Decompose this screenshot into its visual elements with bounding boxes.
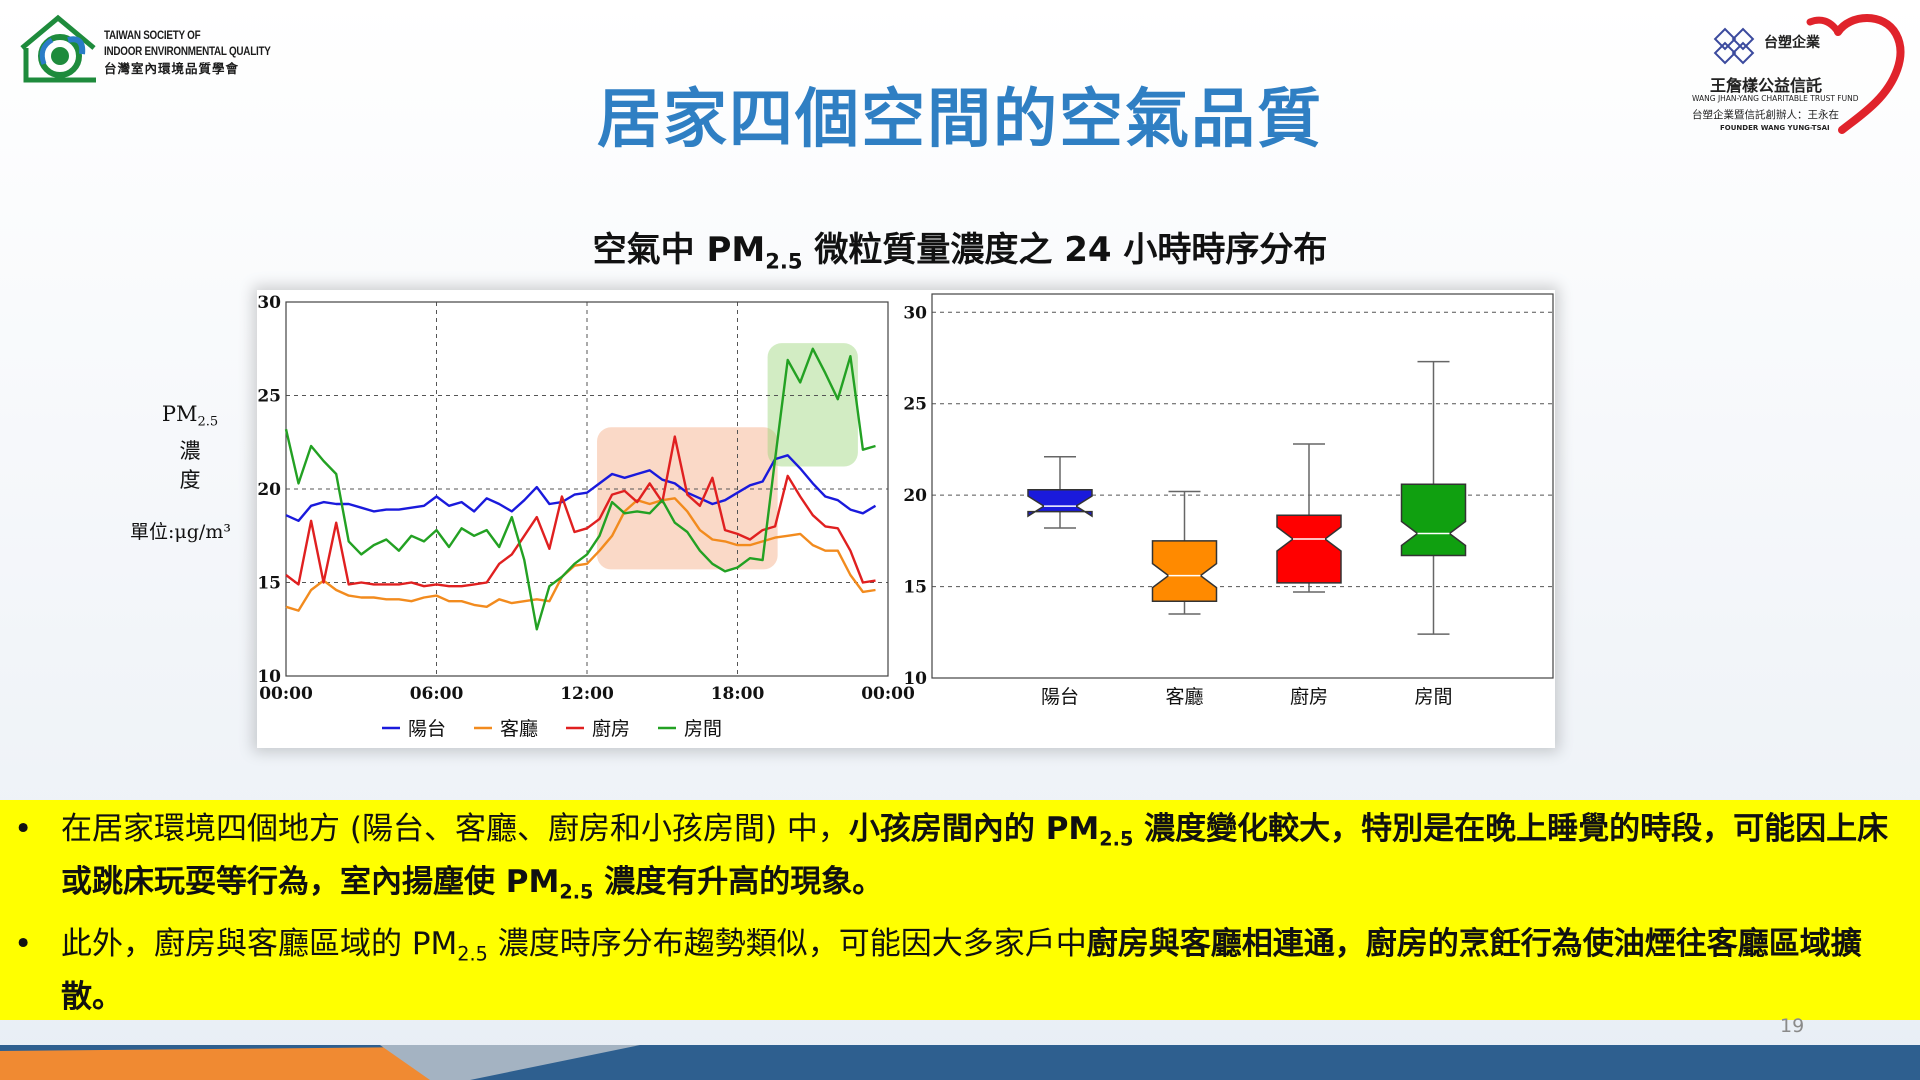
y-axis-label-sub: 2.5 (197, 414, 219, 430)
line-chart-frame (285, 301, 889, 677)
line-series-房間 (284, 347, 876, 631)
bullet-1-bold-2: 濃度變化較大，特別是在晚上睡覺的時段，可能因上床或跳床玩耍等行為，室內揚塵使 P… (61, 811, 1889, 900)
bullet-1-sub-2: 2.5 (559, 880, 594, 904)
line-chart-x-tick: 18:00 (711, 684, 765, 704)
bullet-2-sub-1: 2.5 (457, 943, 488, 967)
heart-icon (1806, 14, 1905, 134)
box-chart-y-tick: 25 (903, 395, 927, 415)
y-axis-label: PM2.5 濃 度 (130, 400, 250, 495)
bullet-1-bold-1: 小孩房間內的 PM (848, 811, 1100, 847)
society-name-en-2: INDOOR ENVIRONMENTAL QUALITY (104, 46, 271, 58)
knot-emblem-icon (1713, 27, 1755, 65)
footer-bar (0, 1045, 1920, 1080)
box-category-label: 房間 (1414, 686, 1452, 708)
line-series-廚房 (285, 435, 876, 588)
box-category-label: 陽台 (1041, 686, 1079, 708)
chart-panel: 10 15 20 25 30 00:00 06:00 12:00 18:00 00:00 陽台 客廳廚… (257, 290, 1555, 748)
chart-title-pre: 空氣中 PM (592, 230, 766, 270)
box-chart-y-tick: 10 (903, 669, 927, 689)
unit-label: 單位:μg/m³ (130, 521, 231, 543)
legend-label-客廳: 客廳 (500, 718, 538, 740)
box-category-label: 客廳 (1165, 686, 1203, 708)
line-chart-x-tick: 12:00 (560, 684, 614, 704)
society-logo-icon (20, 14, 96, 83)
bullet-2-bold: 廚房與客廳相連通，廚房的烹飪行為使油煙往客廳區域擴散。 (61, 926, 1862, 1016)
brand-name: 台塑企業 (1764, 35, 1820, 51)
bullet-1-sub-1: 2.5 (1099, 827, 1134, 851)
bullet-1-bold-3: 濃度有升高的現象。 (593, 863, 884, 900)
box-房間 (1400, 483, 1467, 557)
chart-svg: 101520253000:00 06:00 12:00 18:00 00:00陽台 客廳廚… (257, 293, 1554, 740)
y-axis-label-line2: 濃 (179, 438, 201, 463)
box-chart-y-tick: 20 (903, 486, 927, 506)
chart-title: 空氣中 PM2.5 微粒質量濃度之 24 小時時序分布 (0, 222, 1920, 273)
line-chart-y-tick: 25 (257, 387, 281, 407)
society-name-zh: 台灣室內環境品質學會 (104, 62, 240, 76)
y-axis-label-line3: 度 (179, 467, 201, 492)
bullet-1: 在居家環境四個地方 (陽台、客廳、廚房和小孩房間) 中，小孩房間內的 PM2.5… (0, 808, 1920, 913)
box-陽台 (1027, 488, 1093, 518)
box-chart-y-tick: 30 (903, 303, 927, 323)
page-number: 19 (1780, 1015, 1805, 1037)
line-chart-y-tick: 20 (257, 480, 281, 500)
legend-label-陽台: 陽台 (408, 718, 446, 740)
line-chart-x-tick: 00:00 (259, 684, 313, 704)
chart-title-sub: 2.5 (765, 248, 803, 274)
line-chart-y-tick: 15 (257, 574, 281, 594)
bullet-2-plain-2: 濃度時序分布趨勢類似，可能因大多家戶中 (487, 926, 1087, 963)
line-chart-y-tick: 30 (257, 293, 281, 313)
founder-en: FOUNDER WANG YUNG-TSAI (1720, 124, 1830, 132)
legend-label-房間: 房間 (684, 718, 722, 740)
line-chart-x-tick: 00:00 (861, 684, 915, 704)
box-chart-frame (931, 293, 1554, 679)
box-廚房 (1276, 514, 1342, 584)
line-series-客廳 (285, 497, 876, 612)
society-name-en-1: TAIWAN SOCIETY OF (104, 30, 201, 42)
box-category-label: 廚房 (1290, 685, 1328, 708)
chart-title-post: 微粒質量濃度之 24 小時時序分布 (802, 230, 1328, 270)
y-axis-label-pm: PM (161, 402, 198, 426)
line-chart-x-tick: 06:00 (410, 684, 464, 704)
line-series-陽台 (285, 454, 877, 523)
bullet-2: 此外，廚房與客廳區域的 PM2.5 濃度時序分布趨勢類似，可能因大多家戶中廚房與… (0, 923, 1920, 1018)
founder-zh: 台塑企業暨信託創辦人：王永在 (1692, 109, 1839, 121)
bullet-1-plain: 在居家環境四個地方 (陽台、客廳、廚房和小孩房間) 中， (61, 811, 849, 847)
box-chart-y-tick: 15 (903, 578, 927, 598)
summary-bullets: 在居家環境四個地方 (陽台、客廳、廚房和小孩房間) 中，小孩房間內的 PM2.5… (0, 808, 1920, 1028)
legend-label-廚房: 廚房 (592, 717, 630, 740)
bullet-2-plain-1: 此外，廚房與客廳區域的 PM (61, 926, 458, 963)
trust-name-en: WANG JHAN-YANG CHARITABLE TRUST FUND (1692, 94, 1859, 103)
line-chart-y-tick: 10 (257, 667, 281, 687)
page-title: 居家四個空間的空氣品質 (597, 83, 1323, 157)
trust-fund-logo: 台塑企業 王詹樣公益信託 WANG JHAN-YANG CHARITABLE T… (1680, 8, 1910, 138)
trust-name: 王詹樣公益信託 (1710, 76, 1823, 95)
box-客廳 (1151, 540, 1218, 602)
highlight-green-zone (767, 343, 858, 467)
society-logo: TAIWAN SOCIETY OF INDOOR ENVIRONMENTAL Q… (18, 14, 278, 90)
highlight-orange-zone (597, 427, 778, 570)
